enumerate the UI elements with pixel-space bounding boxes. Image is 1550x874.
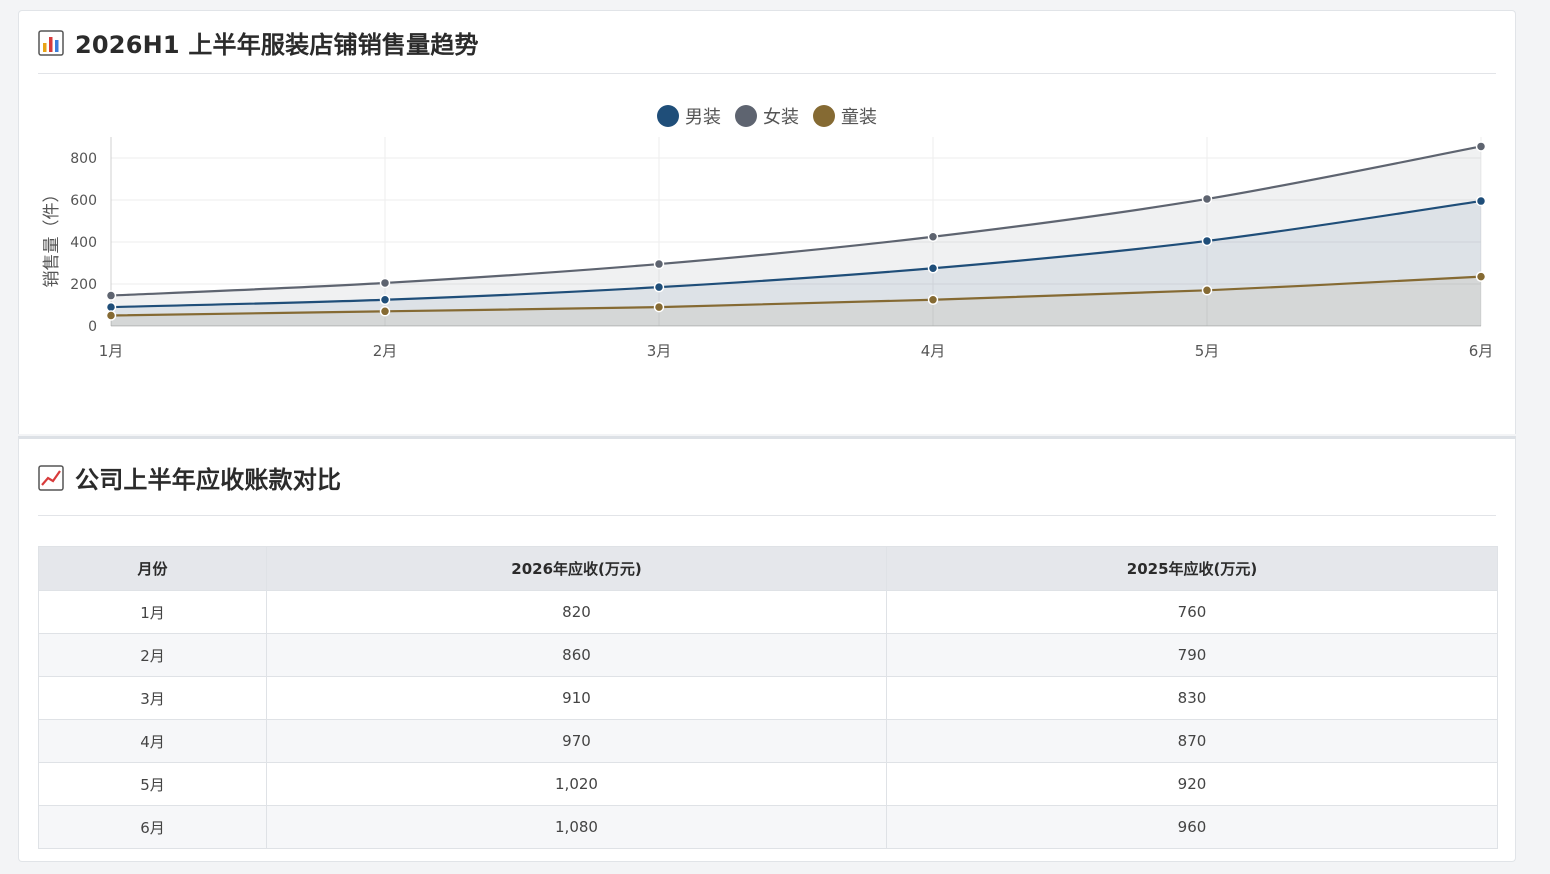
cell-month: 3月 [38, 676, 267, 720]
bar-chart-icon [38, 30, 64, 56]
data-point-女装 [379, 277, 391, 289]
y-tick-label: 400 [70, 235, 97, 251]
chart-title: 2026H1 上半年服装店铺销售量趋势 [75, 30, 479, 59]
cell-2025: 920 [886, 762, 1498, 806]
cell-2025: 760 [886, 590, 1498, 634]
cell-2025: 790 [886, 633, 1498, 677]
x-tick-label: 4月 [921, 342, 946, 360]
y-tick-label: 0 [88, 319, 97, 335]
receivables-table: 月份 2026年应收(万元) 2025年应收(万元) 1月 820 760 2月… [38, 546, 1498, 849]
legend-item-女装[interactable]: 女装 [735, 103, 799, 129]
data-point-女装 [1201, 193, 1213, 205]
data-point-女装 [1475, 141, 1487, 152]
table-row: 2月 860 790 [38, 633, 1498, 677]
legend-marker [657, 105, 679, 127]
column-header-2026: 2026年应收(万元) [266, 546, 887, 591]
receivables-card: 公司上半年应收账款对比 月份 2026年应收(万元) 2025年应收(万元) 1… [18, 436, 1516, 862]
data-point-童装 [1475, 271, 1487, 282]
legend-marker [735, 105, 757, 127]
data-point-男装 [1475, 195, 1487, 207]
cell-2026: 1,020 [266, 762, 887, 806]
cell-2026: 1,080 [266, 805, 887, 849]
cell-month: 4月 [38, 719, 267, 763]
data-point-女装 [927, 231, 939, 242]
legend-label: 童装 [841, 107, 877, 128]
x-tick-label: 6月 [1469, 342, 1494, 360]
x-tick-label: 5月 [1195, 342, 1220, 360]
legend-label: 女装 [763, 107, 799, 128]
cell-month: 5月 [38, 762, 267, 806]
chart-section-header: 2026H1 上半年服装店铺销售量趋势 [38, 11, 1496, 74]
series-line-女装 [110, 145, 1482, 297]
x-tick-label: 1月 [99, 342, 124, 360]
series-line-男装 [110, 199, 1482, 309]
sales-line-chart: 0 200 400 600 800 1月 2月 3月 4月 5月 6月 销售量（件） [42, 137, 1494, 360]
table-header-row: 月份 2026年应收(万元) 2025年应收(万元) [38, 546, 1498, 591]
cell-2026: 860 [266, 633, 887, 677]
x-tick-label: 3月 [647, 342, 672, 360]
data-point-童装 [1201, 285, 1213, 296]
data-point-童装 [927, 294, 939, 305]
series-area-女装 [111, 146, 1481, 326]
y-axis-label: 销售量（件） [42, 186, 62, 288]
series-line-童装 [110, 275, 1482, 317]
legend-item-童装[interactable]: 童装 [813, 103, 877, 129]
table-title: 公司上半年应收账款对比 [75, 465, 342, 494]
series-area-男装 [111, 201, 1481, 326]
table-row: 3月 910 830 [38, 676, 1498, 720]
legend-marker [813, 105, 835, 127]
data-point-童装 [379, 306, 391, 317]
y-tick-label: 600 [70, 193, 97, 209]
cell-month: 2月 [38, 633, 267, 677]
data-point-童装 [653, 301, 665, 313]
sales-chart-card: 2026H1 上半年服装店铺销售量趋势 男装 女装 童装 0 200 400 600 800… [18, 10, 1516, 434]
cell-2025: 830 [886, 676, 1498, 720]
table-row: 4月 970 870 [38, 719, 1498, 763]
cell-2025: 870 [886, 719, 1498, 763]
data-point-男装 [1201, 235, 1213, 247]
line-chart-icon [38, 465, 64, 491]
cell-month: 1月 [38, 590, 267, 634]
cell-2026: 910 [266, 676, 887, 720]
column-header-month: 月份 [38, 546, 267, 591]
cell-2026: 970 [266, 719, 887, 763]
legend-item-男装[interactable]: 男装 [657, 103, 721, 129]
x-tick-label: 2月 [373, 342, 398, 360]
data-point-男装 [927, 263, 939, 274]
data-point-女装 [105, 290, 117, 301]
legend-label: 男装 [685, 107, 721, 128]
chart-legend: 男装 女装 童装 [19, 103, 1515, 129]
series-area-童装 [111, 276, 1481, 326]
table-row: 5月 1,020 920 [38, 762, 1498, 806]
data-point-男装 [379, 294, 391, 305]
cell-month: 6月 [38, 805, 267, 849]
table-row: 1月 820 760 [38, 590, 1498, 634]
table-section-header: 公司上半年应收账款对比 [38, 439, 1496, 516]
table-row: 6月 1,080 960 [38, 805, 1498, 849]
column-header-2025: 2025年应收(万元) [886, 546, 1498, 591]
y-tick-label: 800 [70, 151, 97, 167]
cell-2026: 820 [266, 590, 887, 634]
data-point-男装 [653, 281, 665, 293]
cell-2025: 960 [886, 805, 1498, 849]
data-point-童装 [105, 310, 117, 321]
data-point-女装 [653, 258, 665, 270]
y-tick-label: 200 [70, 277, 97, 293]
